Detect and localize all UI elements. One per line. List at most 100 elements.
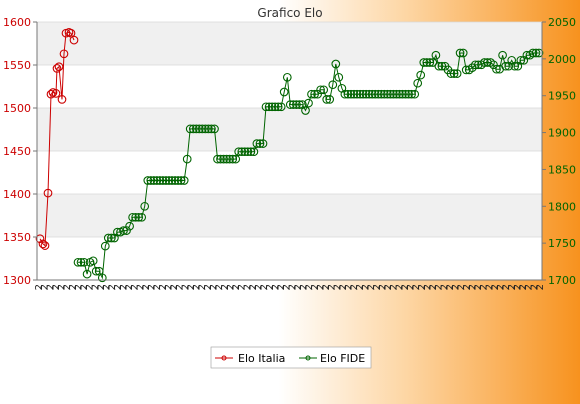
point-fide — [334, 72, 344, 82]
point-fide — [319, 85, 329, 95]
x-tick-label: 2 — [473, 284, 484, 290]
point-fide — [492, 64, 501, 74]
point-fide — [446, 69, 456, 78]
point-fide — [458, 48, 468, 58]
point-fide — [473, 60, 483, 70]
x-tick-label: 2 — [175, 284, 186, 290]
point-fide — [176, 176, 186, 185]
x-tick-label: 2 — [51, 284, 62, 290]
point-fide — [279, 87, 289, 97]
x-tick-label: 2 — [164, 284, 175, 290]
point-fide — [461, 65, 471, 75]
x-tick-label: 2 — [417, 284, 428, 290]
right-axis-tick-label: 1750 — [548, 237, 576, 250]
point-fide — [437, 61, 447, 71]
x-tick-label: 2 — [529, 284, 540, 290]
point-fide — [404, 89, 413, 99]
x-tick-label: 2 — [383, 284, 394, 290]
x-tick-label: 2 — [456, 284, 467, 290]
left-axis-tick-label: 1600 — [3, 16, 31, 29]
point-fide — [389, 89, 398, 99]
chart-title: Grafico Elo — [257, 6, 322, 20]
point-fide — [434, 61, 444, 71]
point-fide — [370, 89, 380, 99]
point-italia — [52, 64, 62, 73]
point-fide — [185, 124, 195, 134]
x-tick-label: 2 — [57, 284, 68, 290]
x-tick-label: 2 — [394, 284, 405, 290]
right-axis-tick-label: 2050 — [548, 16, 576, 29]
x-tick-label: 2 — [34, 284, 45, 290]
point-fide — [216, 154, 225, 164]
point-italia — [38, 239, 48, 249]
point-fide — [143, 176, 153, 185]
x-tick-label: 2 — [428, 284, 439, 290]
point-fide — [164, 176, 174, 185]
x-tick-label: 2 — [338, 284, 349, 290]
x-tick-label: 2 — [451, 284, 462, 290]
point-fide — [255, 139, 265, 148]
point-fide — [522, 50, 532, 60]
point-fide — [322, 95, 332, 104]
point-fide — [173, 176, 183, 185]
right-axis-tick-label: 1800 — [548, 200, 576, 213]
legend-marker-fide — [305, 355, 311, 361]
point-fide — [213, 154, 222, 164]
point-fide — [328, 80, 338, 90]
point-fide — [276, 102, 286, 112]
x-tick-label: 2 — [513, 284, 524, 290]
right-axis-tick-label: 1950 — [548, 90, 576, 103]
point-fide — [125, 221, 134, 231]
point-fide — [225, 154, 234, 164]
x-tick-label: 2 — [293, 284, 304, 290]
x-tick-label: 2 — [62, 284, 73, 290]
point-fide — [273, 102, 283, 112]
x-tick-label: 2 — [377, 284, 388, 290]
x-tick-label: 2 — [254, 284, 265, 290]
x-tick-label: 2 — [186, 284, 197, 290]
x-tick-label: 2 — [147, 284, 158, 290]
point-fide — [355, 89, 365, 99]
left-axis-tick-label: 1350 — [3, 231, 31, 244]
x-tick-label: 2 — [158, 284, 169, 290]
x-tick-label: 2 — [259, 284, 270, 290]
x-tick-label: 2 — [214, 284, 225, 290]
x-tick-label: 2 — [197, 284, 208, 290]
x-tick-label: 2 — [304, 284, 315, 290]
x-tick-label: 2 — [141, 284, 152, 290]
point-fide — [480, 58, 489, 67]
x-tick-label: 2 — [355, 284, 366, 290]
x-tick-label: 2 — [310, 284, 321, 290]
left-axis-tick-label: 1400 — [3, 188, 31, 201]
point-fide — [288, 100, 298, 109]
x-tick-label: 2 — [467, 284, 478, 290]
left-axis-tick-label: 1550 — [3, 59, 31, 72]
x-tick-label: 2 — [85, 284, 96, 290]
x-tick-label: 2 — [276, 284, 287, 290]
point-fide — [501, 61, 510, 71]
left-axis-tick-label: 1450 — [3, 145, 31, 158]
point-fide — [431, 50, 441, 60]
legend-item-italia: Elo Italia — [215, 352, 285, 365]
point-fide — [228, 154, 238, 164]
point-fide — [367, 89, 377, 99]
point-fide — [222, 154, 231, 164]
right-axis-tick-label: 2000 — [548, 53, 576, 66]
point-fide — [107, 233, 116, 243]
point-italia — [35, 234, 45, 244]
point-fide — [376, 89, 386, 99]
point-fide — [146, 176, 156, 185]
point-fide — [240, 147, 250, 157]
x-tick-label: 2 — [248, 284, 259, 290]
point-fide — [285, 100, 295, 109]
x-tick-label: 2 — [209, 284, 220, 290]
point-italia — [40, 241, 50, 250]
x-tick-label: 2 — [484, 284, 495, 290]
point-fide — [219, 154, 228, 164]
point-fide — [352, 89, 362, 99]
point-fide — [373, 89, 383, 99]
point-fide — [140, 201, 150, 211]
x-tick-label: 2 — [490, 284, 501, 290]
series-points — [35, 27, 544, 283]
